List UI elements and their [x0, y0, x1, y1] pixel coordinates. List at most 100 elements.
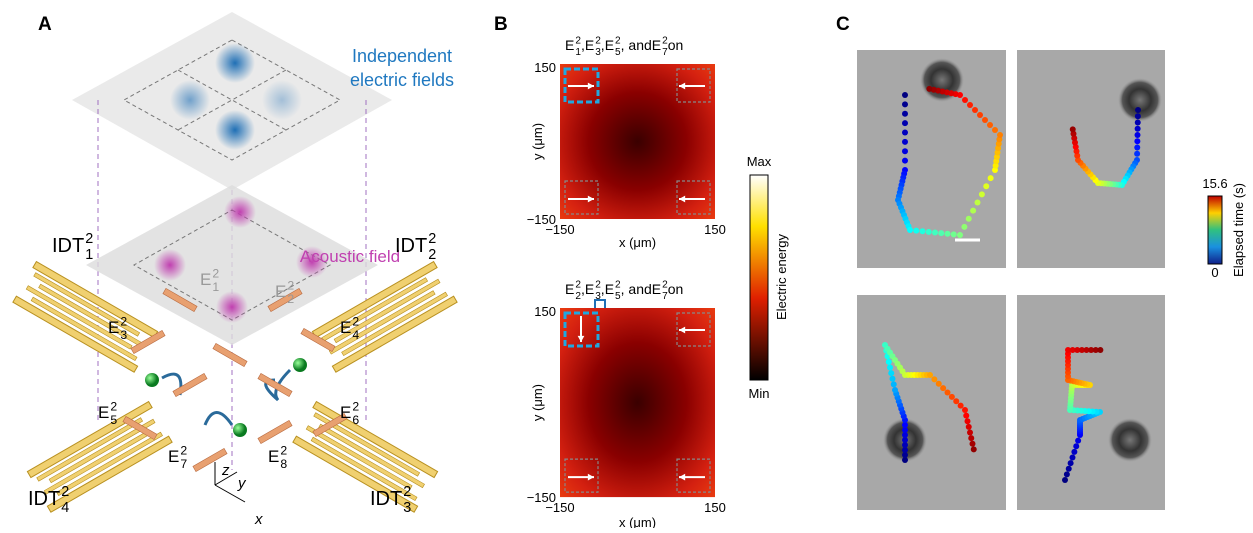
- trajectory-dot: [932, 230, 938, 236]
- trajectory-dot: [945, 231, 951, 237]
- subscript: 4: [352, 328, 359, 342]
- bead-image: [1108, 418, 1152, 462]
- title-text: , and: [621, 281, 652, 297]
- trajectory-dot: [951, 231, 957, 237]
- colorbar: [750, 175, 768, 380]
- trajectory-dot: [966, 424, 972, 430]
- electric-title: Independent: [352, 46, 452, 66]
- panel-label: B: [494, 14, 508, 35]
- trajectory-dot: [902, 111, 908, 117]
- field-spot: [215, 110, 255, 150]
- trajectory-dot: [962, 407, 968, 413]
- superscript: 2: [428, 231, 436, 247]
- trajectory-dot: [886, 359, 892, 365]
- symbol-base: E: [652, 281, 661, 297]
- trajectory-dot: [902, 101, 908, 107]
- x-axis-label: x (μm): [619, 515, 656, 528]
- trajectory-dot: [945, 390, 951, 396]
- trajectory-dot: [968, 435, 974, 441]
- field-spot: [224, 196, 256, 228]
- trajectory-dot: [927, 372, 933, 378]
- colorbar-label: Electric energy: [774, 234, 789, 320]
- trajectory-dot: [977, 112, 983, 118]
- particle: [233, 423, 247, 437]
- trajectory-dot: [1064, 471, 1070, 477]
- trajectory-dot: [1135, 113, 1141, 119]
- colorbar-label: Elapsed time (s): [1231, 183, 1246, 277]
- subscript: 8: [280, 457, 287, 471]
- superscript: 2: [85, 231, 93, 247]
- field-spot: [215, 43, 255, 83]
- superscript: 2: [352, 314, 359, 328]
- trajectory-dot: [972, 107, 978, 113]
- subscript: 7: [180, 457, 187, 471]
- trajectory-dot: [962, 97, 968, 103]
- symbol-base: E: [200, 270, 211, 289]
- subscript: 3: [403, 500, 411, 516]
- trajectory-dot: [1073, 443, 1079, 449]
- trajectory-dot: [953, 398, 959, 404]
- particle: [145, 373, 159, 387]
- subscript: 1: [85, 247, 93, 263]
- trajectory-dot: [1070, 126, 1076, 132]
- trajectory-dot: [887, 365, 893, 371]
- trajectory-dot: [1135, 120, 1141, 126]
- idt-finger: [37, 418, 143, 481]
- subscript: 2: [428, 247, 436, 263]
- trajectory-dot: [913, 228, 919, 234]
- idt-electrode: [293, 402, 438, 513]
- symbol-base: E: [565, 281, 574, 297]
- trajectory-dot: [902, 139, 908, 145]
- trajectory-dot: [907, 227, 913, 233]
- trajectory-dot: [970, 208, 976, 214]
- symbol-base: IDT: [52, 235, 84, 257]
- colorbar-min: Min: [749, 386, 770, 401]
- trajectory-dot: [926, 229, 932, 235]
- trajectory-dot: [936, 381, 942, 387]
- y-axis-label: y (μm): [530, 123, 545, 160]
- subscript: 5: [110, 413, 117, 427]
- trajectory-dot: [1134, 145, 1140, 151]
- title-text: , and: [621, 37, 652, 53]
- symbol-base: E: [108, 318, 119, 337]
- trajectory-dot: [992, 127, 998, 133]
- trajectory-dot: [949, 394, 955, 400]
- trajectory-dot: [1134, 151, 1140, 157]
- trajectory-dot: [1066, 466, 1072, 472]
- field-spot: [170, 80, 210, 120]
- symbol-base: E: [652, 37, 661, 53]
- trajectory-dot: [902, 120, 908, 126]
- trajectory-dot: [997, 132, 1003, 138]
- trajectory-dot: [970, 441, 976, 447]
- trajectory-dot: [963, 413, 969, 419]
- x-tick-label: −150: [545, 222, 574, 237]
- trajectory-dot: [979, 191, 985, 197]
- x-tick-label: 150: [704, 222, 726, 237]
- panel-label: A: [38, 14, 52, 35]
- trajectory-dot: [987, 122, 993, 128]
- title-text: on: [668, 37, 684, 53]
- superscript: 2: [61, 484, 69, 500]
- symbol-base: IDT: [370, 488, 402, 510]
- trajectory-dot: [967, 430, 973, 436]
- trajectory-dot: [965, 418, 971, 424]
- x-tick-label: −150: [545, 500, 574, 515]
- subscript: 2: [287, 292, 294, 306]
- trajectory-dot: [1068, 460, 1074, 466]
- trajectory-dot: [1134, 138, 1140, 144]
- micrograph: [1017, 295, 1165, 510]
- superscript: 2: [180, 443, 187, 457]
- symbol-base: E: [268, 447, 279, 466]
- symbol-base: E: [585, 281, 594, 297]
- y-tick-label: 150: [534, 60, 556, 75]
- y-axis-label: y (μm): [530, 384, 545, 421]
- symbol-base: E: [565, 37, 574, 53]
- panel-label: C: [836, 14, 850, 35]
- trajectory-dot: [958, 403, 964, 409]
- subscript: 6: [352, 413, 359, 427]
- symbol-base: IDT: [28, 488, 60, 510]
- motion-arrow: [205, 413, 232, 426]
- subscript: 4: [61, 500, 69, 516]
- trajectory-dot: [957, 232, 963, 238]
- symbol-base: E: [585, 37, 594, 53]
